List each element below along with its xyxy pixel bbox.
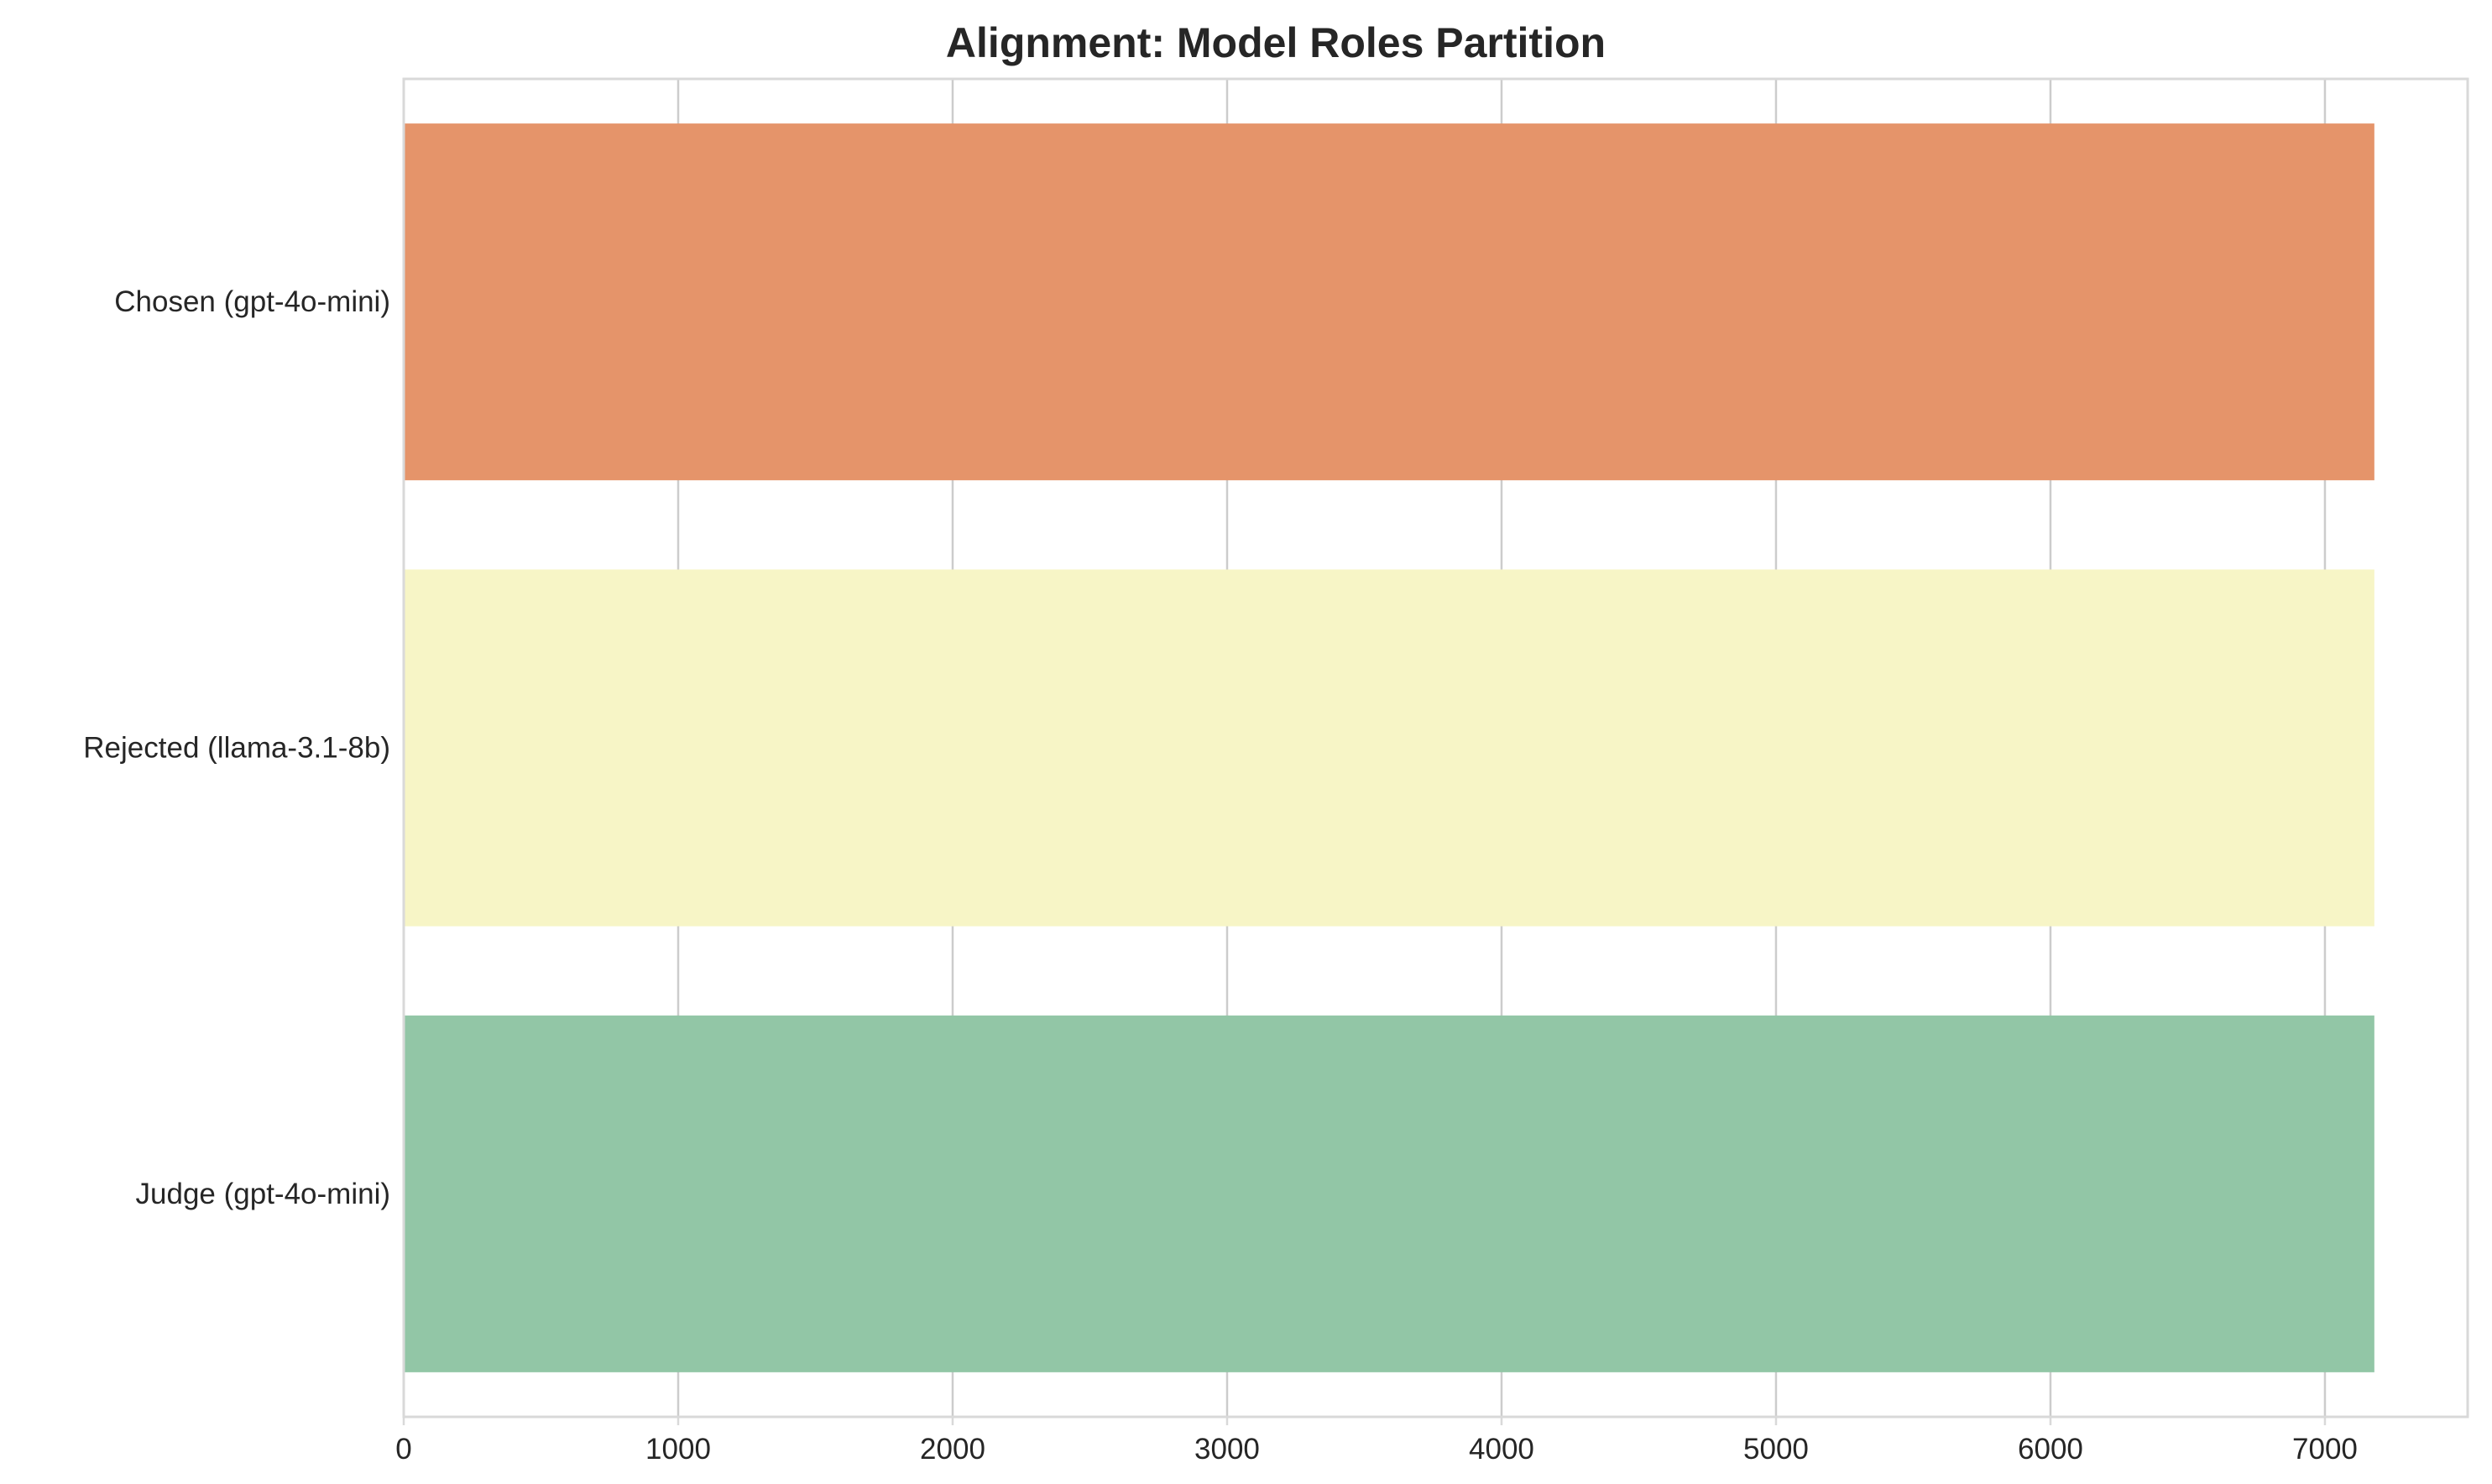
x-axis-ticks: 0 1000 2000 3000 4000 5000 6000 7000 <box>395 1417 2358 1466</box>
y-tick-label: Judge (gpt-4o-mini) <box>136 1178 390 1210</box>
bar <box>404 123 2374 481</box>
bar <box>404 569 2374 927</box>
y-axis-ticks: Chosen (gpt-4o-mini) Rejected (llama-3.1-… <box>83 285 390 1210</box>
bar <box>404 1015 2374 1372</box>
bars <box>404 123 2374 1372</box>
plot-frame <box>402 77 2469 1419</box>
x-tick-label: 6000 <box>2018 1433 2083 1466</box>
x-tick-label: 0 <box>395 1433 411 1466</box>
y-tick-label: Chosen (gpt-4o-mini) <box>114 285 390 318</box>
x-tick-label: 2000 <box>920 1433 985 1466</box>
y-tick-label: Rejected (llama-3.1-8b) <box>83 732 390 765</box>
x-tick-label: 5000 <box>1743 1433 1809 1466</box>
x-tick-label: 4000 <box>1469 1433 1534 1466</box>
x-tick-label: 7000 <box>2292 1433 2358 1466</box>
x-tick-label: 3000 <box>1194 1433 1260 1466</box>
x-tick-label: 1000 <box>645 1433 711 1466</box>
chart-title: Alignment: Model Roles Partition <box>946 19 1606 66</box>
